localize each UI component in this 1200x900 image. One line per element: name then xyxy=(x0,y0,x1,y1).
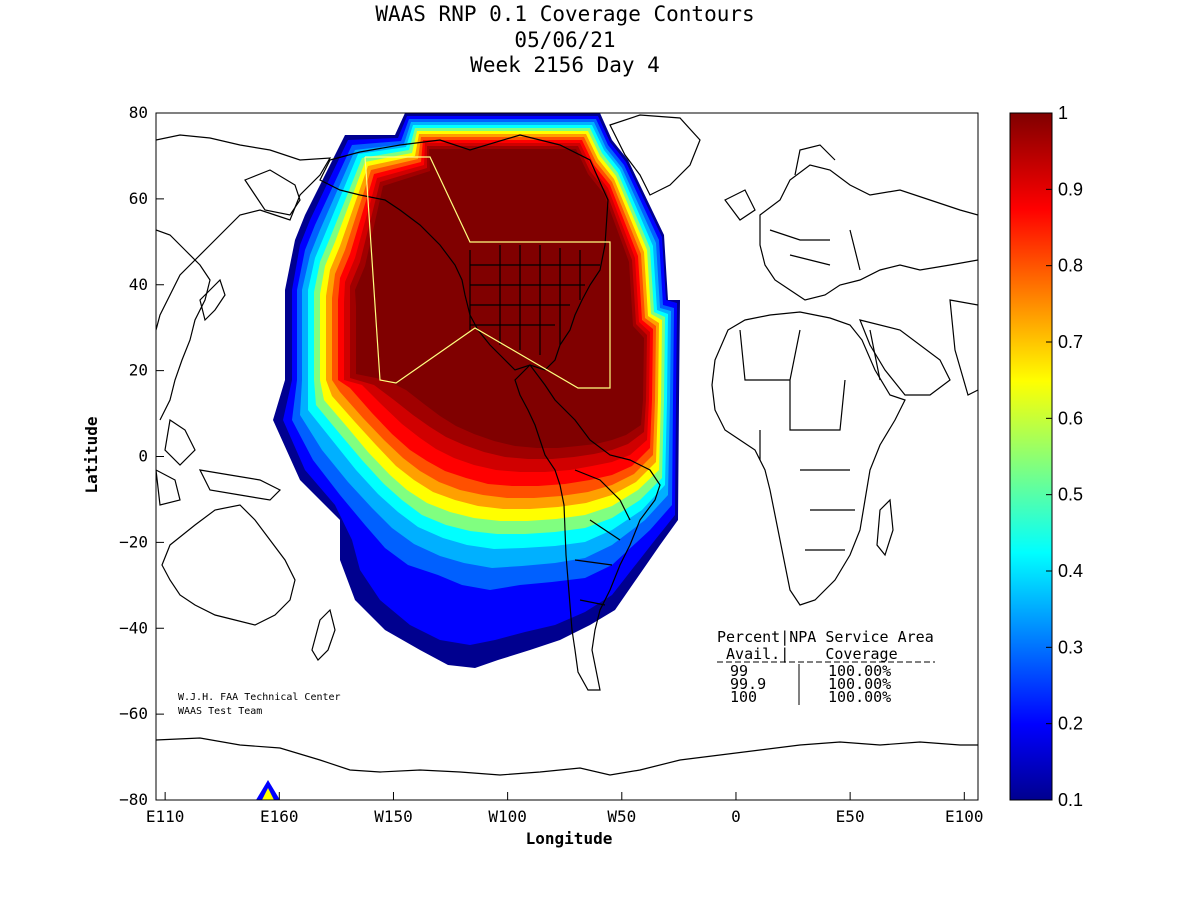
y-tick-label: 80 xyxy=(129,103,148,122)
europe-outline xyxy=(759,164,978,301)
colorbar-tick-label: 0.3 xyxy=(1058,637,1083,657)
y-tick-label: 0 xyxy=(138,447,148,466)
greenland-outline xyxy=(609,114,701,196)
y-tick-label: 40 xyxy=(129,275,148,294)
y-tick-label: −80 xyxy=(119,790,148,809)
credit-line-2: WAAS Test Team xyxy=(178,706,262,717)
figure-title: WAAS RNP 0.1 Coverage Contours 05/06/21 … xyxy=(375,2,754,77)
x-tick-label: W150 xyxy=(374,807,413,826)
colorbar-tick-label: 0.5 xyxy=(1058,485,1083,505)
africa-outline xyxy=(711,311,906,606)
x-tick-label: E160 xyxy=(260,807,299,826)
x-tick-label: E50 xyxy=(836,807,865,826)
south-america-outline xyxy=(514,364,661,691)
y-tick-label: −60 xyxy=(119,704,148,723)
australia-outline xyxy=(161,504,296,626)
x-tick-label: 0 xyxy=(731,807,741,826)
x-tick-label: W50 xyxy=(607,807,636,826)
x-tick-label: W100 xyxy=(488,807,527,826)
coverage-summary-table: Percent|NPA Service Area Avail.| Coverag… xyxy=(717,628,935,706)
map-plot-area: W.J.H. FAA Technical Center WAAS Test Te… xyxy=(156,113,978,800)
credit-line-1: W.J.H. FAA Technical Center xyxy=(178,692,341,703)
table-row-coverage: 100.00% xyxy=(828,675,891,693)
title-line-1: WAAS RNP 0.1 Coverage Contours xyxy=(375,2,754,26)
x-tick-label: E110 xyxy=(146,807,185,826)
asia-east-outline xyxy=(156,134,332,331)
colorbar-tick-label: 0.4 xyxy=(1058,561,1083,581)
y-tick-label: −40 xyxy=(119,618,148,637)
colorbar: 1 0.9 0.8 0.7 0.6 0.5 0.4 0.3 0.2 0.1 xyxy=(1009,103,1083,810)
y-tick-label: −20 xyxy=(119,532,148,551)
colorbar-tick-label: 0.6 xyxy=(1058,408,1083,428)
colorbar-tick-label: 0.9 xyxy=(1058,179,1083,199)
npa-service-area-outline xyxy=(364,156,611,389)
colorbar-ticks: 1 0.9 0.8 0.7 0.6 0.5 0.4 0.3 0.2 0.1 xyxy=(1046,103,1083,810)
title-line-3: Week 2156 Day 4 xyxy=(470,53,660,77)
colorbar-tick-label: 0.1 xyxy=(1058,790,1083,810)
y-axis-label: Latitude xyxy=(82,416,101,493)
colorbar-gradient xyxy=(1009,112,1053,801)
table-header-line-2: Avail.| Coverage xyxy=(717,645,898,663)
y-axis-ticks: 80 60 40 20 0 −20 −40 −60 −80 xyxy=(119,103,164,809)
table-row-avail: 99.9 xyxy=(730,675,766,693)
y-tick-label: 20 xyxy=(129,361,148,380)
table-header-line-1: Percent|NPA Service Area xyxy=(717,628,934,646)
table-row-coverage: 100.00% xyxy=(828,662,891,680)
x-axis-label: Longitude xyxy=(526,829,613,848)
coverage-contours xyxy=(256,113,680,800)
table-row-coverage: 100.00% xyxy=(828,688,891,706)
colorbar-tick-label: 1 xyxy=(1058,103,1068,123)
north-america-outline xyxy=(319,134,609,371)
colorbar-tick-label: 0.2 xyxy=(1058,714,1083,734)
y-tick-label: 60 xyxy=(129,189,148,208)
x-tick-label: E100 xyxy=(945,807,984,826)
title-line-2: 05/06/21 xyxy=(514,28,615,52)
table-row-avail: 99 xyxy=(730,662,748,680)
colorbar-tick-label: 0.8 xyxy=(1058,256,1083,276)
x-axis-ticks: E110 E160 W150 W100 W50 0 E50 E100 xyxy=(146,792,984,826)
map-outlines xyxy=(156,114,978,776)
table-row-avail: 100 xyxy=(730,688,757,706)
antarctica-outline xyxy=(156,737,978,776)
colorbar-tick-label: 0.7 xyxy=(1058,332,1083,352)
